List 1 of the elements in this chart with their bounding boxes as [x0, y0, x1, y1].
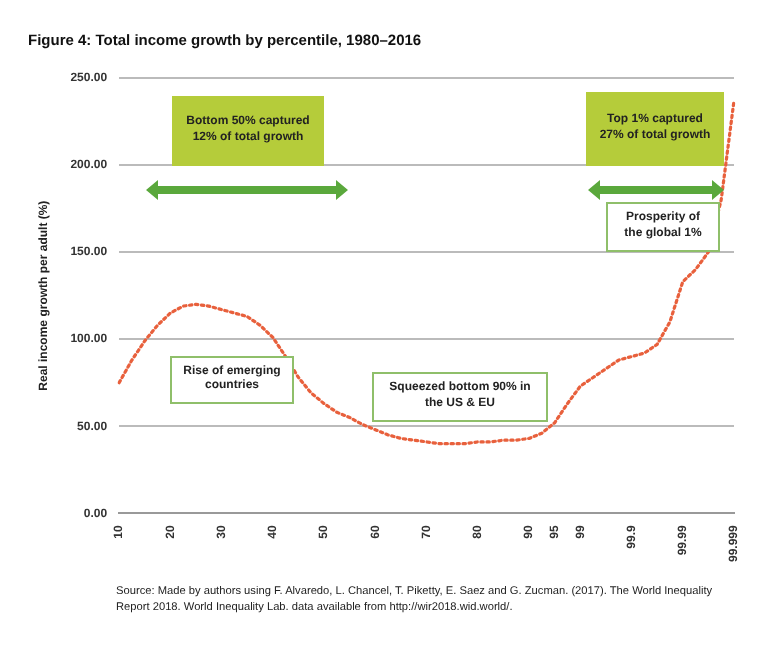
line-series [117, 99, 736, 446]
